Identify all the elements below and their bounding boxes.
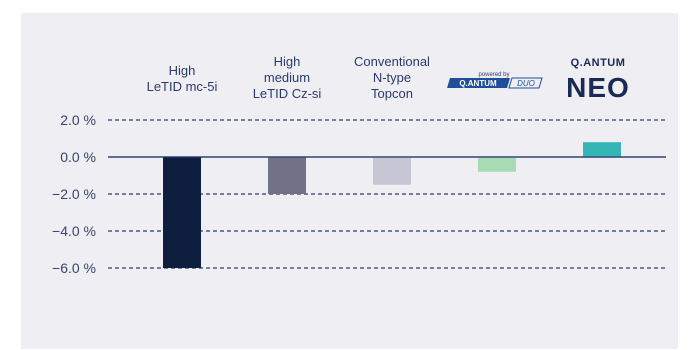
- qantum-duo-logo: powered by Q.ANTUM DUO: [447, 72, 543, 89]
- duo-logo-qantum: Q.ANTUM: [459, 79, 497, 88]
- qantum-neo-logo: Q.ANTUM NEO: [566, 57, 630, 103]
- bar-2: [373, 157, 411, 185]
- neo-logo-neo: NEO: [566, 72, 630, 103]
- bar-0: [163, 157, 201, 268]
- bar-chart: 2.0 % 0.0 % −2.0 % −4.0 % −6.0 %: [52, 112, 666, 276]
- neo-logo-qantum: Q.ANTUM: [571, 57, 626, 69]
- duo-logo-powered-by: powered by: [478, 72, 509, 78]
- y-tick-label: −6.0 %: [52, 260, 96, 276]
- bar-3: [478, 157, 516, 172]
- y-tick-label: −2.0 %: [52, 186, 96, 202]
- bar-1: [268, 157, 306, 194]
- category-label-1: High medium LeTID Cz-si: [252, 54, 322, 101]
- y-tick-label: 2.0 %: [60, 112, 96, 128]
- y-tick-label: 0.0 %: [60, 149, 96, 165]
- bar-4: [583, 142, 621, 157]
- chart-panel: 2.0 % 0.0 % −2.0 % −4.0 % −6.0 % High LeTID …: [21, 13, 678, 349]
- category-label-2: Conventional N-type Topcon: [354, 54, 430, 101]
- duo-logo-duo: DUO: [517, 79, 535, 88]
- category-label-0: High LeTID mc-5i: [146, 63, 218, 94]
- y-tick-label: −4.0 %: [52, 223, 96, 239]
